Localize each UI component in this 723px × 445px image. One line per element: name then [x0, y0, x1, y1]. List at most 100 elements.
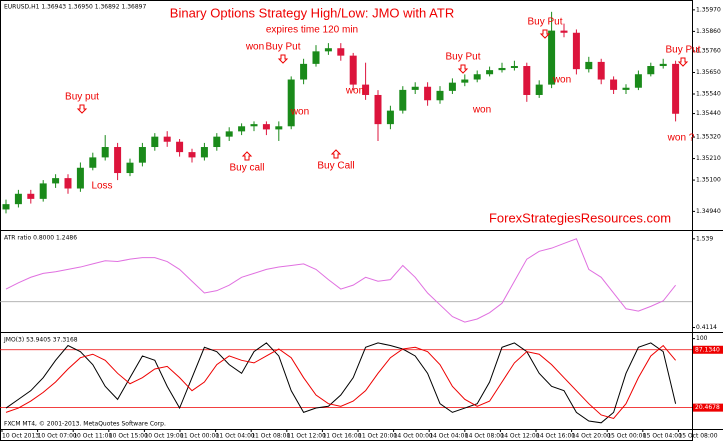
annotation: Buy Put [527, 17, 562, 28]
indicator-label: ATR ratio 0.8000 1.2486 [4, 235, 77, 242]
candle-body [411, 86, 419, 90]
candle-body [659, 63, 667, 67]
candle-body [52, 178, 60, 184]
chart-title: Binary Options Strategy High/Low: JMO wi… [170, 5, 454, 20]
y-tick-label: 1.35440 [696, 110, 721, 117]
candle-body [225, 131, 233, 137]
x-tick-label: 10 Oct 07:00 [38, 433, 77, 440]
indicator-line [5, 344, 676, 420]
candle-body [287, 79, 295, 127]
annotation: Buy put [65, 92, 99, 103]
candle-body [424, 86, 432, 101]
x-tick-label: 14 Oct 00:00 [394, 433, 433, 440]
annotation: won ? [667, 133, 695, 144]
candle-body [213, 136, 221, 148]
indicator-line [5, 342, 677, 424]
y-tick-label: 0.4114 [696, 324, 717, 331]
arrow [76, 104, 88, 114]
x-tick-label: 11 Oct 00:00 [180, 433, 219, 440]
candle-body [200, 147, 208, 158]
chart-subtitle: expires time 120 min [266, 25, 358, 36]
candle-body [238, 126, 246, 132]
candle-body [486, 70, 494, 75]
x-tick-label: 15 Oct 00:00 [607, 433, 646, 440]
x-tick-label: 15 Oct 08:00 [678, 433, 717, 440]
candle-body [386, 110, 394, 125]
x-tick-label: 11 Oct 16:00 [322, 433, 361, 440]
arrow [677, 57, 689, 67]
arrow [457, 64, 469, 74]
level-label: 20.4678 [695, 404, 720, 411]
annotation: Buy Put [665, 45, 700, 56]
candle-body [349, 55, 357, 85]
candle-body [672, 63, 680, 114]
candle-body [634, 74, 642, 88]
candle-body [324, 48, 332, 52]
annotation: won [552, 75, 571, 86]
candle-body [114, 147, 122, 174]
y-tick-label: 1.35320 [696, 134, 721, 141]
annotation: won [245, 42, 264, 53]
candle-body [610, 79, 618, 90]
y-tick-label: 1.35650 [696, 69, 721, 76]
annotation: Buy Put [265, 42, 300, 53]
y-tick-label: 1.34940 [696, 208, 721, 215]
y-tick-label: 1.35540 [696, 91, 721, 98]
x-tick-label: 10 Oct 15:00 [109, 433, 148, 440]
x-tick-label: 14 Oct 16:00 [536, 433, 575, 440]
candle-body [572, 32, 580, 70]
annotation: won [290, 107, 309, 118]
x-tick-label: 11 Oct 04:00 [216, 433, 255, 440]
annotation: won [472, 105, 491, 116]
x-tick-label: 14 Oct 20:00 [572, 433, 611, 440]
y-tick-label: 1.35970 [696, 6, 721, 13]
candle-body [362, 84, 370, 95]
candle-body [461, 79, 469, 83]
x-tick-label: 14 Oct 12:00 [500, 433, 539, 440]
x-tick-label: 11 Oct 08:00 [251, 433, 290, 440]
x-tick-label: 14 Oct 04:00 [429, 433, 468, 440]
candle-body [262, 124, 270, 130]
candle-body [275, 126, 283, 130]
candle-body [163, 136, 171, 142]
candle-body [250, 124, 258, 127]
candle-body [510, 66, 518, 68]
y-tick-label: 1.35760 [696, 47, 721, 54]
annotation: won [345, 86, 364, 97]
x-tick-label: 14 Oct 08:00 [465, 433, 504, 440]
candle-body [647, 66, 655, 75]
candle-body [597, 61, 605, 80]
candle-body [622, 87, 630, 90]
candle-body [27, 193, 35, 199]
candle-body [436, 90, 444, 101]
indicator-label: JMO(3) 53.9405 37.3168 [3, 337, 78, 344]
candle-body [101, 147, 109, 158]
annotation: Buy Call [317, 161, 354, 172]
annotation: Buy Put [445, 52, 480, 63]
candle-body [374, 94, 382, 125]
level-label: 87.1340 [695, 346, 720, 353]
candle-body [2, 204, 10, 210]
candle-body [337, 48, 345, 56]
x-tick-label: 10 Oct 11:00 [73, 433, 112, 440]
level-tag [693, 403, 723, 412]
arrow [241, 151, 253, 161]
candle-body [448, 82, 456, 91]
y-tick-label: 100 [696, 335, 708, 342]
x-tick-label: 11 Oct 12:00 [287, 433, 326, 440]
candle-body [138, 147, 146, 163]
x-tick-label: 10 Oct 2013 [2, 433, 39, 440]
y-tick-label: 1.35210 [696, 155, 721, 162]
candle-body [399, 89, 407, 111]
watermark: ForexStrategiesResources.com [489, 210, 671, 225]
symbol-header: EURUSD,H1 1.36943 1.36950 1.36892 1.3689… [4, 4, 146, 11]
footer: FXCM MT4, © 2001-2013. MetaQuotes Softwa… [4, 421, 166, 428]
arrow [277, 54, 289, 64]
y-tick-label: 1.35860 [696, 28, 721, 35]
candle-body [76, 167, 84, 189]
candle-body [473, 74, 481, 80]
x-tick-label: 10 Oct 19:00 [144, 433, 183, 440]
candle-body [89, 157, 97, 168]
